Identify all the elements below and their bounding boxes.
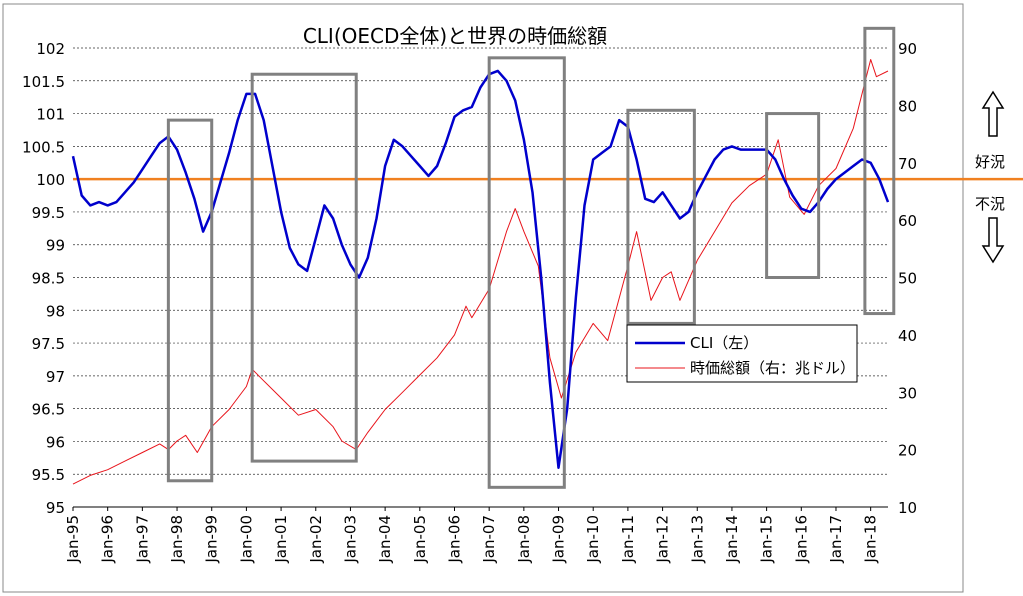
chart-title: CLI(OECD全体)と世界の時価総額 bbox=[303, 24, 607, 48]
highlight-box bbox=[765, 112, 821, 279]
left-tick-label: 98 bbox=[46, 302, 65, 320]
left-tick-label: 102 bbox=[36, 40, 65, 58]
label-bad: 不況 bbox=[975, 195, 1006, 213]
left-tick-label: 99.5 bbox=[32, 204, 65, 222]
x-tick-label: Jan-02 bbox=[307, 515, 325, 564]
left-tick-label: 96 bbox=[46, 433, 65, 451]
left-tick-label: 101 bbox=[36, 106, 65, 124]
right-tick-label: 40 bbox=[898, 327, 917, 345]
x-tick-label: Jan-03 bbox=[341, 515, 359, 564]
right-tick-label: 30 bbox=[898, 384, 917, 402]
x-tick-label: Jan-15 bbox=[758, 515, 776, 564]
left-tick-label: 97 bbox=[46, 368, 65, 386]
right-axis-ticks: 10 20 30 40 50 60 70 80 90 bbox=[898, 40, 917, 517]
highlight-box bbox=[166, 118, 214, 483]
right-tick-label: 50 bbox=[898, 270, 917, 288]
right-tick-label: 10 bbox=[898, 499, 917, 517]
x-tick-label: Jan-00 bbox=[237, 515, 255, 564]
chart-border bbox=[2, 3, 964, 593]
x-tick-label: Jan-14 bbox=[723, 515, 741, 564]
x-tick-label: Jan-04 bbox=[376, 515, 394, 564]
x-tick-label: Jan-01 bbox=[272, 515, 290, 564]
highlight-box bbox=[626, 108, 696, 325]
left-tick-label: 100 bbox=[36, 171, 65, 189]
left-tick-label: 96.5 bbox=[32, 401, 65, 419]
highlight-boxes bbox=[166, 26, 896, 489]
left-tick-label: 100.5 bbox=[22, 138, 65, 156]
left-tick-label: 101.5 bbox=[22, 73, 65, 91]
x-tick-label: Jan-17 bbox=[827, 515, 845, 564]
legend-box bbox=[626, 324, 858, 383]
x-tick-label: Jan-06 bbox=[445, 515, 463, 564]
highlight-box bbox=[487, 56, 566, 489]
x-tick-label: Jan-10 bbox=[584, 515, 602, 564]
left-tick-label: 97.5 bbox=[32, 335, 65, 353]
x-tick-label: Jan-99 bbox=[203, 515, 221, 564]
x-tick-label: Jan-95 bbox=[64, 515, 82, 564]
x-tick-label: Jan-13 bbox=[688, 515, 706, 564]
highlight-box bbox=[250, 72, 358, 463]
x-tick-label: Jan-08 bbox=[515, 515, 533, 564]
right-tick-label: 80 bbox=[898, 97, 917, 115]
right-tick-label: 90 bbox=[898, 40, 917, 58]
legend: CLI（左） 時価総額（右：兆ドル） bbox=[626, 324, 858, 383]
x-tick-label: Jan-98 bbox=[168, 515, 186, 564]
right-tick-label: 20 bbox=[898, 442, 917, 460]
x-tick-label: Jan-96 bbox=[99, 515, 117, 564]
left-tick-label: 98.5 bbox=[32, 270, 65, 288]
left-axis-ticks: 95 95.5 96 96.5 97 97.5 98 98.5 99 99.5 100 100.5 10… bbox=[22, 40, 65, 517]
highlight-box bbox=[863, 26, 896, 316]
gridlines bbox=[73, 47, 888, 508]
legend-label-marketcap: 時価総額（右：兆ドル） bbox=[690, 359, 855, 377]
x-tick-label: Jan-11 bbox=[619, 515, 637, 564]
label-good: 好況 bbox=[975, 153, 1006, 171]
series-line-cli bbox=[71, 69, 890, 469]
legend-label-cli: CLI（左） bbox=[690, 334, 758, 352]
x-tick-label: Jan-97 bbox=[133, 515, 151, 564]
x-tick-label: Jan-05 bbox=[411, 515, 429, 564]
x-tick-label: Jan-18 bbox=[862, 515, 880, 564]
x-axis-ticks: Jan-95 Jan-96 Jan-97 Jan-98 Jan-99 Jan-00 Jan-… bbox=[64, 507, 880, 564]
left-tick-label: 99 bbox=[46, 237, 65, 255]
x-tick-label: Jan-07 bbox=[480, 515, 498, 564]
up-arrow-icon bbox=[981, 90, 1005, 137]
right-tick-label: 60 bbox=[898, 212, 917, 230]
x-tick-label: Jan-16 bbox=[792, 515, 810, 564]
down-arrow-icon bbox=[981, 217, 1005, 264]
left-tick-label: 95 bbox=[46, 499, 65, 517]
x-tick-label: Jan-12 bbox=[654, 515, 672, 564]
x-tick-label: Jan-09 bbox=[550, 515, 568, 564]
right-tick-label: 70 bbox=[898, 155, 917, 173]
left-tick-label: 95.5 bbox=[32, 466, 65, 484]
